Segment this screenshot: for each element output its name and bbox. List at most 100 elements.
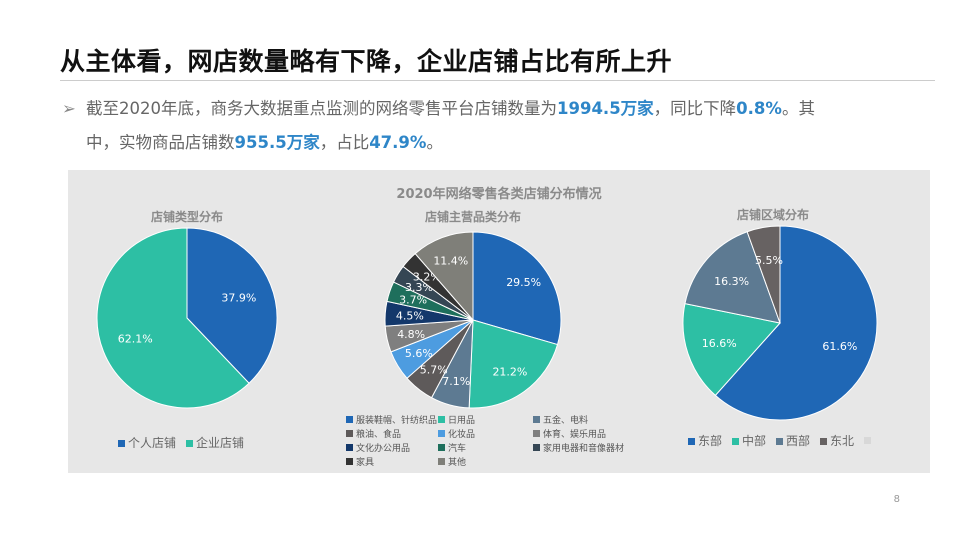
legend-swatch xyxy=(346,430,353,437)
legend-label: 个人店铺 xyxy=(128,436,177,450)
data-label: 11.4% xyxy=(433,255,468,268)
legend-item: 体育、娱乐用品 xyxy=(533,427,643,440)
chart-panel: 2020年网络零售各类店铺分布情况 店铺类型分布 店铺主营品类分布 店铺区域分布… xyxy=(68,170,930,473)
legend-swatch xyxy=(186,440,194,447)
legend-label: 体育、娱乐用品 xyxy=(543,430,607,440)
data-label: 16.3% xyxy=(714,275,749,288)
data-label: 5.7% xyxy=(420,364,448,377)
pie-charts: 37.9% 62.1% 29.5% 21.2% 7.1%5.7% 5.6% 4.8% 4.5%… xyxy=(96,225,878,421)
data-label: 16.6% xyxy=(702,337,737,350)
pie-slice-西部 xyxy=(684,231,781,324)
legend-label: 汽车 xyxy=(448,444,467,454)
data-label: 4.8% xyxy=(397,328,425,341)
data-label: 4.5% xyxy=(396,309,424,322)
data-label: 5.6% xyxy=(405,347,433,360)
text: 。 xyxy=(426,133,443,152)
highlight-store-count: 1994.5万家 xyxy=(557,99,654,118)
legend-item: 日用品 xyxy=(438,413,533,426)
legend-label: 其他 xyxy=(448,458,467,468)
legend-item: 个人店铺 xyxy=(118,434,176,451)
legend-item: 东部 xyxy=(688,432,722,449)
legend-swatch xyxy=(438,430,445,437)
legend-swatch-empty xyxy=(864,437,872,444)
legend-label: 服装鞋帽、针纺织品 xyxy=(356,416,438,426)
pie-slice-企业店铺 xyxy=(96,227,250,409)
highlight-physical-count: 955.5万家 xyxy=(234,133,320,152)
legend-label: 中部 xyxy=(742,434,767,448)
data-label: 61.6% xyxy=(822,340,857,353)
data-label: 62.1% xyxy=(118,333,153,346)
legend-swatch xyxy=(776,438,784,445)
summary-paragraph: ➢ 截至2020年底，商务大数据重点监测的网络零售平台店铺数量为1994.5万家，… xyxy=(62,92,882,160)
pie-slice-中部 xyxy=(682,303,781,397)
legend-item: 其他 xyxy=(438,455,533,468)
legend-swatch xyxy=(533,444,540,451)
legend-item: 企业店铺 xyxy=(186,434,244,451)
legend-swatch xyxy=(346,458,353,465)
pie-slice-日用品 xyxy=(468,319,559,409)
legend-swatch xyxy=(732,438,740,445)
data-label: 7.1% xyxy=(442,375,470,388)
legend-item: 家具 xyxy=(346,455,438,468)
legend-item: 五金、电料 xyxy=(533,413,643,426)
legend-category: 服装鞋帽、针纺织品 日用品 五金、电料粮油、食品 化妆品 体育、娱乐用品文化办公用品 汽车… xyxy=(346,413,643,468)
legend-label: 家具 xyxy=(356,458,375,468)
text: 。其 xyxy=(781,99,815,118)
chart-title-type: 店铺类型分布 xyxy=(150,210,223,224)
slide-title: 从主体看，网店数量略有下降，企业店铺占比有所上升 xyxy=(60,47,673,76)
legend-item: 汽车 xyxy=(438,441,533,454)
legend-region: 东部 中部 西部 东北 xyxy=(688,432,874,449)
legend-item: 粮油、食品 xyxy=(346,427,438,440)
legend-label: 家用电器和音像器材 xyxy=(543,444,625,454)
legend-item: 服装鞋帽、针纺织品 xyxy=(346,413,438,426)
legend-swatch xyxy=(346,416,353,423)
legend-label: 西部 xyxy=(786,434,811,448)
title-divider xyxy=(60,80,935,81)
text: ，同比下降 xyxy=(653,99,737,118)
highlight-decline: 0.8% xyxy=(736,99,782,118)
legend-item: 西部 xyxy=(776,432,810,449)
chart-title-region: 店铺区域分布 xyxy=(736,208,809,222)
data-label: 21.2% xyxy=(492,365,527,378)
pie-slice-东部 xyxy=(714,225,878,421)
legend-swatch xyxy=(346,444,353,451)
legend-swatch xyxy=(438,416,445,423)
legend-swatch xyxy=(438,458,445,465)
legend-item: 文化办公用品 xyxy=(346,441,438,454)
legend-label: 东北 xyxy=(830,434,855,448)
legend-swatch xyxy=(688,438,695,445)
legend-swatch xyxy=(438,444,445,451)
legend-item: 化妆品 xyxy=(438,427,533,440)
arrow-bullet-icon: ➢ xyxy=(62,99,76,118)
data-label: 5.5% xyxy=(755,254,783,267)
highlight-share: 47.9% xyxy=(369,133,427,152)
chart-title-category: 店铺主营品类分布 xyxy=(424,210,521,224)
pie-slice-个人店铺 xyxy=(186,227,278,384)
legend-item: 家用电器和音像器材 xyxy=(533,441,643,454)
legend-label: 五金、电料 xyxy=(543,416,589,426)
data-label: 29.5% xyxy=(506,276,541,289)
panel-title: 2020年网络零售各类店铺分布情况 xyxy=(396,187,602,202)
legend-label: 文化办公用品 xyxy=(356,444,411,454)
legend-label: 化妆品 xyxy=(448,430,476,440)
legend-swatch xyxy=(533,430,540,437)
data-label: 3.7% xyxy=(399,293,427,306)
text: ，占比 xyxy=(319,133,370,152)
pie-slice-服装鞋帽、针纺织品 xyxy=(472,231,562,346)
legend-item: 东北 xyxy=(820,432,854,449)
legend-swatch xyxy=(118,440,125,447)
text: 中，实物商品店铺数 xyxy=(86,133,235,152)
legend-type: 个人店铺 企业店铺 xyxy=(118,434,244,451)
pie-slice-其他 xyxy=(414,231,474,322)
data-label: 37.9% xyxy=(221,291,256,304)
legend-swatch xyxy=(820,438,828,445)
legend-label: 粮油、食品 xyxy=(356,430,402,440)
legend-label: 日用品 xyxy=(448,416,476,426)
legend-swatch xyxy=(533,416,540,423)
legend-label: 企业店铺 xyxy=(196,436,245,450)
text: 截至2020年底，商务大数据重点监测的网络零售平台店铺数量为 xyxy=(86,99,557,118)
legend-item: 中部 xyxy=(732,432,766,449)
legend-label: 东部 xyxy=(698,434,723,448)
pie-slice-东北 xyxy=(746,225,781,324)
page-number: 8 xyxy=(893,494,900,505)
